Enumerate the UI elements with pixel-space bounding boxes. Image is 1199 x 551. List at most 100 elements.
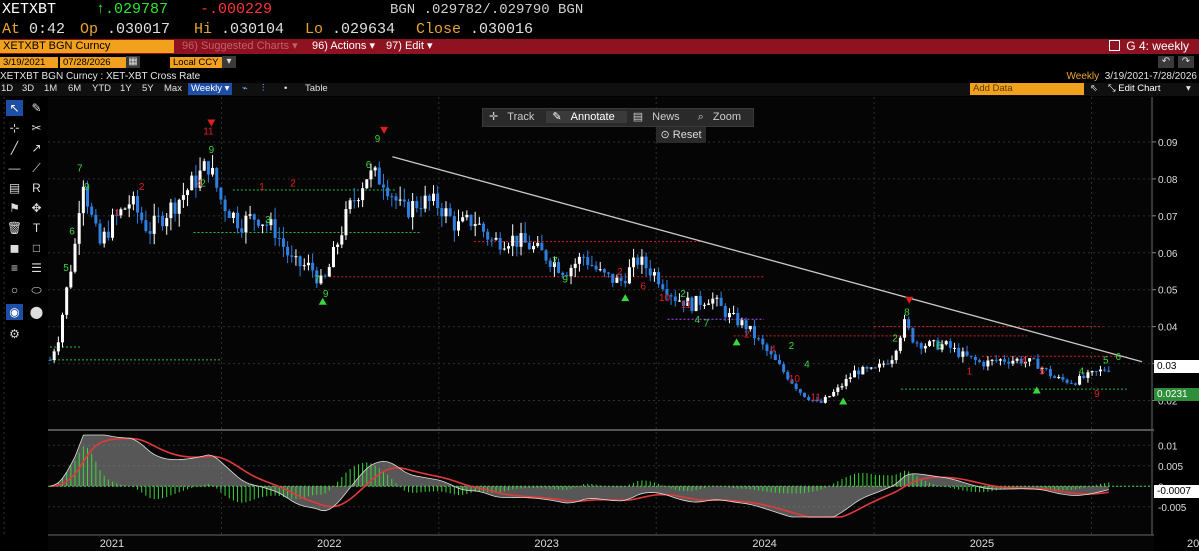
candle-body [832, 391, 836, 397]
edit-menu[interactable]: 97) Edit ▾ [386, 40, 433, 52]
candle-body [636, 257, 640, 265]
table-button[interactable]: Table [305, 83, 328, 94]
candle-body [206, 161, 210, 175]
candle-body [527, 242, 531, 250]
candle-body [782, 364, 786, 372]
candle-body [961, 351, 965, 357]
sequence-marker: 7 [77, 163, 83, 174]
candle-body [448, 208, 452, 217]
scissors-icon[interactable]: ✂ [31, 121, 42, 135]
currency-field[interactable]: Local CCY [170, 57, 226, 68]
period-5y[interactable]: 5Y [142, 83, 154, 94]
candle-body [936, 340, 940, 350]
popout-icon[interactable] [1109, 40, 1121, 51]
arrow-line-icon[interactable]: ↗ [31, 141, 42, 155]
redo-icon[interactable]: ↷ [1178, 56, 1194, 68]
text-lines-icon[interactable]: ≡ [10, 261, 18, 275]
candle-body [594, 265, 598, 270]
start-date-field[interactable]: 3/19/2021 [0, 57, 58, 68]
export-icon[interactable]: ⇖ [1090, 83, 1098, 94]
candle-body [1040, 368, 1044, 370]
trendline-icon[interactable]: ╱ [10, 141, 19, 155]
ratio-icon[interactable]: R [32, 181, 41, 195]
ellipse-icon[interactable]: ⬭ [31, 283, 42, 297]
range-label: 3/19/2021-7/28/2026 [1104, 71, 1197, 82]
period-1d[interactable]: 1D [1, 83, 14, 94]
track-button[interactable]: ✛ Track [483, 111, 546, 123]
candle-body [944, 341, 948, 345]
calendar-icon[interactable]: ▦ [126, 56, 140, 68]
square-outline-icon[interactable]: □ [32, 241, 41, 255]
end-date-field[interactable]: 07/28/2026 [60, 57, 128, 68]
circle-icon[interactable]: ○ [10, 283, 19, 297]
horizontal-line-icon[interactable]: — [8, 161, 21, 175]
candle-body [352, 200, 356, 202]
reset-button[interactable]: ⊙ Reset [656, 127, 706, 143]
actions-menu[interactable]: 96) Actions ▾ [312, 40, 375, 52]
period-1y[interactable]: 1Y [120, 83, 132, 94]
text-icon[interactable]: T [32, 221, 41, 235]
flag-icon[interactable]: ⚑ [9, 201, 20, 215]
candle-body [69, 271, 73, 288]
candle-body [340, 235, 344, 245]
line-chart-icon[interactable]: ⌁ [242, 83, 248, 94]
candle-body [798, 389, 802, 393]
edit-chart-button[interactable]: ⤡ Edit Chart [1108, 83, 1161, 95]
pencil-icon[interactable]: ✎ [31, 101, 42, 115]
candle-body [577, 256, 581, 264]
chart-settings-icon[interactable]: ▾ [1186, 83, 1191, 94]
low-value: .029634 [332, 21, 396, 38]
period-max[interactable]: Max [164, 83, 182, 94]
candle-body [907, 319, 911, 329]
candle-body [402, 199, 406, 202]
candle-body [540, 242, 544, 251]
security-field[interactable]: XETXBT BGN Curncy [0, 40, 174, 53]
period-1m[interactable]: 1M [44, 83, 58, 94]
candle-body [81, 186, 85, 214]
candle-body [740, 320, 744, 326]
palette-icon[interactable]: ⬤ [29, 305, 44, 319]
more-icon[interactable]: • [284, 83, 288, 94]
sell-arrow [905, 296, 914, 304]
candle-chart-icon[interactable]: ⫶ [262, 83, 265, 94]
pointer-icon[interactable]: ↖ [6, 100, 23, 116]
buy-arrow [1032, 386, 1041, 394]
candle-body [394, 196, 398, 201]
magnet-icon[interactable]: ◉ [6, 304, 23, 320]
candle-body [152, 215, 156, 234]
square-icon[interactable]: ◼ [9, 241, 20, 255]
candle-body [1057, 377, 1061, 379]
period-ytd[interactable]: YTD [92, 83, 111, 94]
crosshair-icon[interactable]: ⊹ [9, 121, 20, 135]
buy-arrow [318, 297, 327, 305]
list-icon[interactable]: ☰ [31, 261, 42, 275]
news-button[interactable]: ▤ News [627, 111, 692, 123]
candle-body [311, 262, 315, 271]
open-value: .030017 [107, 21, 171, 38]
add-data-input[interactable]: Add Data [970, 83, 1084, 95]
suggested-charts-menu[interactable]: 96) Suggested Charts ▾ [182, 40, 298, 52]
zoom-button[interactable]: ⌕ Zoom [692, 111, 753, 123]
candle-body [252, 214, 256, 220]
annotate-button[interactable]: ✎ Annotate [546, 111, 627, 123]
diagonal-icon[interactable]: ⟋ [32, 161, 41, 175]
drawing-toolbar: ↖ ✎ ⊹ ✂ ╱ ↗ — ⟋ ▤ R ⚑ ✥ 🗑 T ◼ □ ≡ ☰ ○ ⬭ … [0, 97, 48, 357]
candle-body [552, 262, 556, 267]
sequence-marker: 11 [681, 300, 692, 311]
undo-icon[interactable]: ↶ [1158, 56, 1174, 68]
candle-body [777, 359, 781, 365]
period-6m[interactable]: 6M [68, 83, 82, 94]
settings-icon[interactable]: ⚙ [9, 327, 20, 341]
candle-body [381, 184, 385, 188]
trash-icon[interactable]: 🗑 [6, 221, 23, 235]
frequency-dropdown[interactable]: Weekly ▾ [188, 83, 233, 95]
move-icon[interactable]: ✥ [31, 201, 42, 215]
sequence-marker: 6 [640, 282, 646, 293]
candle-body [802, 392, 806, 398]
currency-dropdown-icon[interactable]: ▾ [222, 56, 236, 68]
sequence-marker: 4 [197, 178, 203, 189]
period-3d[interactable]: 3D [22, 83, 35, 94]
bars-icon[interactable]: ▤ [8, 181, 21, 195]
sequence-marker: 2 [892, 333, 898, 344]
